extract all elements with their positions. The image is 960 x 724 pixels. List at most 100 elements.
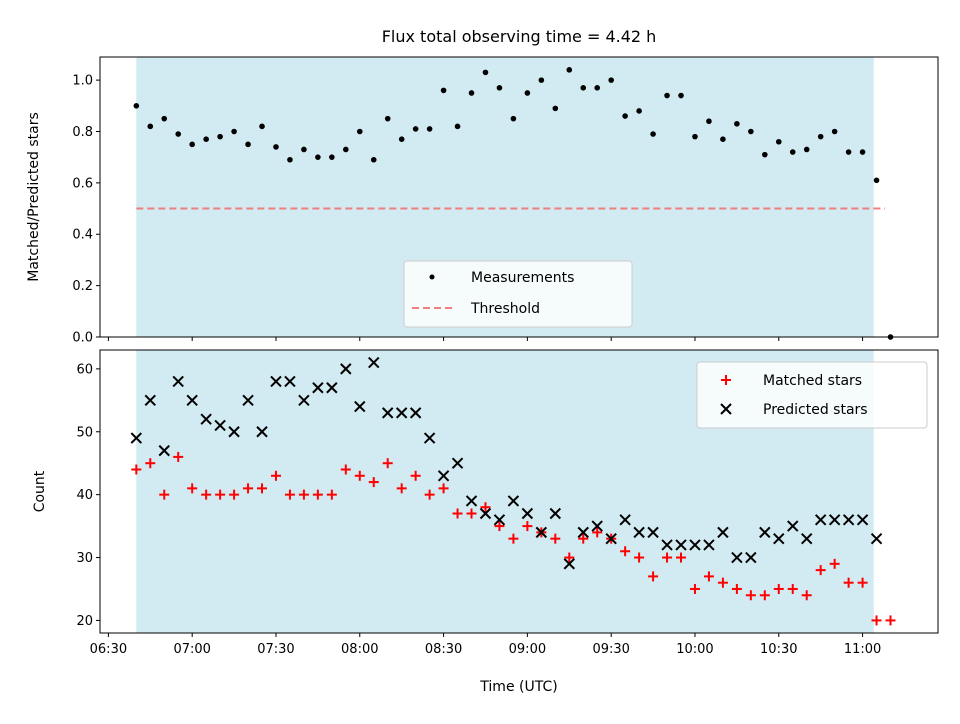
predicted-point: [717, 526, 729, 539]
predicted-point: [856, 514, 869, 526]
predicted-point: [577, 526, 589, 539]
predicted-point: [605, 532, 617, 545]
matched-point: [857, 577, 868, 588]
matched-point: [829, 558, 840, 569]
measurement-point: [426, 126, 433, 132]
measurement-point: [552, 105, 559, 112]
predicted-point: [395, 407, 408, 419]
predicted-point: [521, 507, 534, 520]
matched-point: [368, 477, 379, 488]
measurement-point: [203, 136, 209, 143]
predicted-point: [270, 375, 282, 388]
measurement-point: [217, 133, 223, 140]
measurement-point: [315, 154, 321, 160]
matched-point: [480, 502, 491, 513]
measurement-point: [259, 123, 265, 130]
matched-point: [843, 577, 854, 588]
matched-point: [676, 552, 687, 563]
matched-point: [173, 451, 184, 462]
ratio-y-tick-label: 0.2: [72, 279, 93, 294]
matched-point: [145, 458, 156, 469]
matched-point: [131, 464, 142, 475]
count-plot-frame: [99, 349, 939, 634]
predicted-point: [661, 539, 673, 551]
measurement-point: [147, 123, 154, 130]
predicted-point: [340, 363, 352, 375]
measurement-point: [454, 123, 461, 130]
predicted-point: [647, 526, 659, 539]
predicted-point: [284, 375, 296, 388]
measurement-point: [762, 151, 768, 158]
time-x-tick-label: 10:30: [760, 642, 797, 657]
predicted-point: [507, 495, 520, 507]
count-y-tick-label: 60: [76, 362, 93, 377]
predicted-point: [759, 526, 771, 539]
legend-predicted-label: Predicted stars: [763, 402, 868, 418]
count-legend-box: [696, 361, 928, 429]
measurement-point: [440, 87, 447, 94]
legend-matched-marker: [721, 375, 731, 385]
predicted-point: [787, 520, 799, 532]
measurement-point: [566, 67, 573, 73]
measurement-point: [817, 133, 824, 140]
matched-point: [620, 546, 631, 557]
count-axis-ticks: 20 30 40 50 60 06:30 07:00 07:30 08:00 08:30 09:00…: [76, 362, 881, 657]
predicted-point: [745, 551, 757, 564]
predicted-point: [437, 470, 450, 482]
predicted-point: [870, 532, 883, 545]
legend-predicted-marker: [720, 403, 732, 415]
legend-x-glyph: [720, 403, 732, 415]
predicted-point: [465, 495, 478, 507]
predicted-point: [172, 375, 184, 388]
count-legend: Matched stars Predicted stars: [696, 361, 928, 429]
matched-point: [354, 470, 365, 481]
measurement-point: [189, 141, 195, 148]
measurement-point: [608, 77, 614, 83]
predicted-point: [842, 514, 855, 526]
matched-point: [703, 571, 714, 582]
measurement-point: [706, 118, 712, 125]
measurement-point: [384, 115, 391, 122]
predicted-point: [591, 520, 603, 532]
measurement-point: [803, 146, 810, 153]
ratio-series: [133, 67, 894, 340]
predicted-point: [228, 426, 240, 438]
count-panel: 20 30 40 50 60 06:30 07:00 07:30 08:00 08:30 09:00…: [32, 349, 939, 695]
predicted-point: [354, 400, 366, 413]
matched-point: [340, 464, 351, 475]
time-x-tick-label: 07:30: [257, 642, 294, 657]
matched-point: [564, 552, 575, 563]
predicted-point: [549, 507, 562, 520]
matched-point: [634, 552, 645, 563]
predicted-point: [479, 507, 492, 520]
matched-point: [578, 533, 589, 544]
matched-point: [326, 489, 337, 500]
measurement-point: [482, 69, 489, 76]
measurement-point: [720, 136, 726, 143]
matched-point: [201, 489, 212, 500]
predicted-point: [689, 539, 701, 551]
predicted-point: [675, 539, 687, 551]
matched-point: [801, 590, 812, 601]
matched-point: [466, 508, 477, 519]
measurement-point: [859, 149, 866, 155]
matched-point: [270, 470, 281, 481]
matched-point: [885, 615, 896, 626]
matched-point: [522, 521, 533, 532]
measurement-point: [831, 128, 838, 135]
ratio-legend: Measurements Threshold: [403, 260, 633, 328]
matched-point: [298, 489, 309, 500]
matched-point: [243, 483, 254, 494]
matched-point: [452, 508, 463, 519]
time-x-tick-label: 10:00: [676, 642, 713, 657]
time-x-tick-label: 09:00: [509, 642, 546, 657]
time-x-tick-label: 06:30: [90, 642, 127, 657]
measurement-point: [845, 149, 852, 155]
count-series: [130, 356, 896, 626]
measurement-point: [356, 128, 363, 135]
predicted-point: [298, 394, 310, 407]
ratio-axis-ticks: 0.0 0.2 0.4 0.6 0.8 1.0: [72, 74, 864, 346]
legend-measurements-label: Measurements: [471, 270, 574, 286]
predicted-point: [382, 407, 394, 419]
